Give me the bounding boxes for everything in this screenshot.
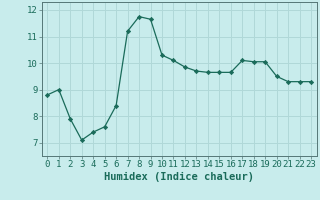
X-axis label: Humidex (Indice chaleur): Humidex (Indice chaleur) <box>104 172 254 182</box>
